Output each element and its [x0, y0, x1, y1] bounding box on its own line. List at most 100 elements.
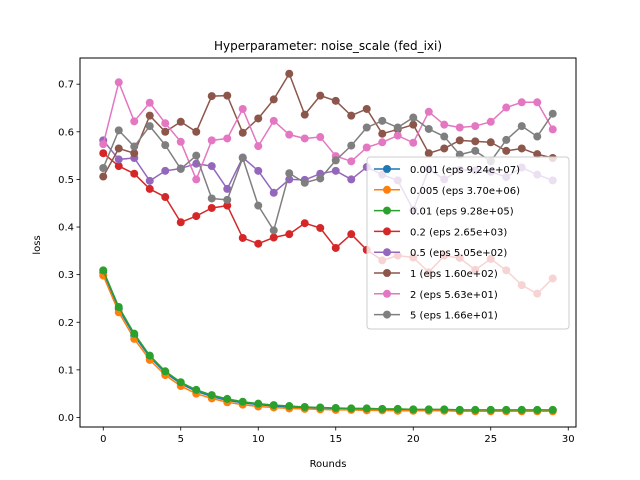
data-point [362, 104, 371, 113]
y-tick-label: 0.2 [58, 318, 74, 329]
data-point [440, 132, 449, 141]
y-axis: 0.0 0.1 0.2 0.3 0.4 0.5 0.6 0.7 [58, 80, 80, 424]
data-point [192, 212, 201, 221]
data-point [161, 127, 170, 136]
legend-label: 0.2 (eps 2.65e+03) [410, 227, 507, 238]
data-point [223, 134, 232, 143]
data-point [238, 233, 247, 242]
data-point [347, 230, 356, 239]
data-point [176, 378, 185, 387]
data-point [269, 188, 278, 197]
data-point [347, 111, 356, 120]
legend-item: 0.005 (eps 3.70e+06) [374, 185, 520, 197]
data-point [316, 91, 325, 100]
x-tick-label: 25 [484, 434, 497, 445]
data-point [176, 164, 185, 173]
data-point [161, 166, 170, 175]
data-point [300, 178, 309, 187]
data-point [269, 401, 278, 410]
data-point [114, 162, 123, 171]
data-point [316, 174, 325, 183]
data-point [362, 143, 371, 152]
data-point [285, 169, 294, 178]
data-point [517, 405, 526, 414]
data-point [548, 125, 557, 134]
data-point [300, 403, 309, 412]
y-tick-label: 0.4 [58, 223, 74, 234]
series-2 [99, 266, 557, 414]
y-tick-label: 0.3 [58, 270, 74, 281]
data-point [517, 98, 526, 107]
data-point [533, 150, 542, 159]
data-point [238, 104, 247, 113]
x-axis-label: Rounds [310, 459, 347, 470]
data-point [455, 123, 464, 132]
data-point [548, 109, 557, 118]
data-point [548, 405, 557, 414]
data-point [300, 110, 309, 119]
data-point [192, 385, 201, 394]
data-point [285, 69, 294, 78]
y-tick-label: 0.5 [58, 175, 74, 186]
x-tick-label: 10 [252, 434, 265, 445]
data-point [176, 218, 185, 227]
data-point [176, 117, 185, 126]
legend-marker [383, 269, 391, 277]
data-point [130, 142, 139, 151]
data-point [316, 223, 325, 232]
data-point [192, 127, 201, 136]
legend-marker [383, 227, 391, 236]
data-point [285, 230, 294, 239]
data-point [145, 176, 154, 185]
data-point [130, 169, 139, 178]
data-point [331, 96, 340, 105]
x-tick-label: 20 [407, 434, 420, 445]
legend-item: 0.01 (eps 9.28e+05) [374, 206, 514, 218]
legend-marker [383, 185, 391, 194]
data-point [223, 195, 232, 204]
data-point [145, 98, 154, 107]
legend-marker [383, 310, 391, 319]
data-point [254, 166, 263, 175]
data-point [223, 394, 232, 403]
data-point [145, 122, 154, 131]
legend-marker [383, 206, 391, 215]
data-point [409, 138, 418, 147]
data-point [285, 402, 294, 411]
data-point [223, 184, 232, 193]
x-tick-label: 0 [100, 434, 106, 445]
data-point [471, 146, 480, 155]
data-point [130, 149, 139, 158]
y-axis-label: loss [32, 235, 43, 254]
data-point [331, 156, 340, 165]
data-point [316, 133, 325, 142]
data-point [130, 117, 139, 126]
x-tick-label: 15 [329, 434, 342, 445]
data-point [502, 146, 511, 155]
data-point [316, 403, 325, 412]
data-point [378, 404, 387, 413]
data-point [161, 141, 170, 150]
data-point [347, 157, 356, 166]
data-point [362, 123, 371, 132]
data-point [285, 130, 294, 139]
series-7 [99, 109, 557, 235]
data-point [99, 172, 108, 181]
data-point [424, 149, 433, 158]
data-point [254, 142, 263, 151]
data-point [347, 404, 356, 413]
data-point [192, 151, 201, 160]
data-point [161, 367, 170, 376]
data-point [471, 137, 480, 146]
plot-frame [79, 57, 577, 428]
data-point [502, 405, 511, 414]
data-point [424, 405, 433, 414]
data-point [347, 175, 356, 184]
x-tick-label: 30 [562, 434, 575, 445]
data-point [455, 136, 464, 145]
data-point [99, 149, 108, 158]
data-point [424, 107, 433, 116]
legend: 0.001 (eps 9.24e+07) 0.005 (eps 3.70e+06)… [366, 156, 570, 330]
legend-label: 1 (eps 1.60e+02) [410, 269, 498, 280]
